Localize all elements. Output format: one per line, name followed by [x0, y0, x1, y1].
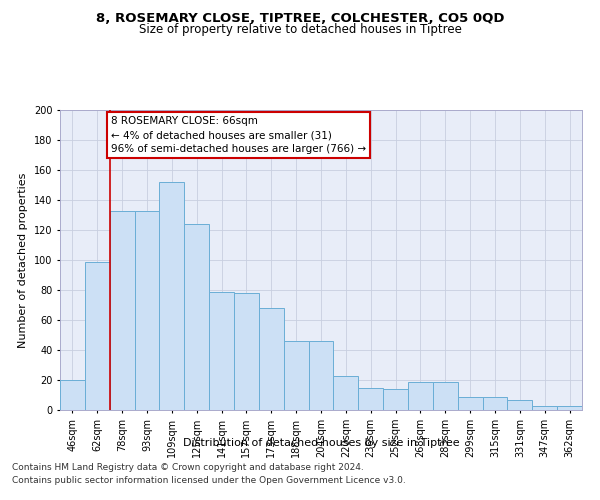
Bar: [383, 389, 408, 410]
Bar: [160, 182, 184, 410]
Text: Contains public sector information licensed under the Open Government Licence v3: Contains public sector information licen…: [12, 476, 406, 485]
Bar: [184, 224, 209, 410]
Bar: [358, 388, 383, 410]
Bar: [433, 382, 458, 410]
Bar: [557, 406, 582, 410]
Bar: [508, 400, 532, 410]
Bar: [85, 262, 110, 410]
Bar: [308, 341, 334, 410]
Bar: [284, 341, 308, 410]
Bar: [134, 210, 160, 410]
Bar: [458, 396, 482, 410]
Y-axis label: Number of detached properties: Number of detached properties: [19, 172, 28, 348]
Bar: [259, 308, 284, 410]
Text: 8 ROSEMARY CLOSE: 66sqm
← 4% of detached houses are smaller (31)
96% of semi-det: 8 ROSEMARY CLOSE: 66sqm ← 4% of detached…: [111, 116, 366, 154]
Text: Contains HM Land Registry data © Crown copyright and database right 2024.: Contains HM Land Registry data © Crown c…: [12, 464, 364, 472]
Bar: [408, 382, 433, 410]
Text: 8, ROSEMARY CLOSE, TIPTREE, COLCHESTER, CO5 0QD: 8, ROSEMARY CLOSE, TIPTREE, COLCHESTER, …: [96, 12, 504, 26]
Bar: [60, 380, 85, 410]
Text: Distribution of detached houses by size in Tiptree: Distribution of detached houses by size …: [182, 438, 460, 448]
Bar: [110, 210, 134, 410]
Bar: [334, 376, 358, 410]
Bar: [209, 292, 234, 410]
Bar: [482, 396, 508, 410]
Bar: [234, 293, 259, 410]
Text: Size of property relative to detached houses in Tiptree: Size of property relative to detached ho…: [139, 22, 461, 36]
Bar: [532, 406, 557, 410]
